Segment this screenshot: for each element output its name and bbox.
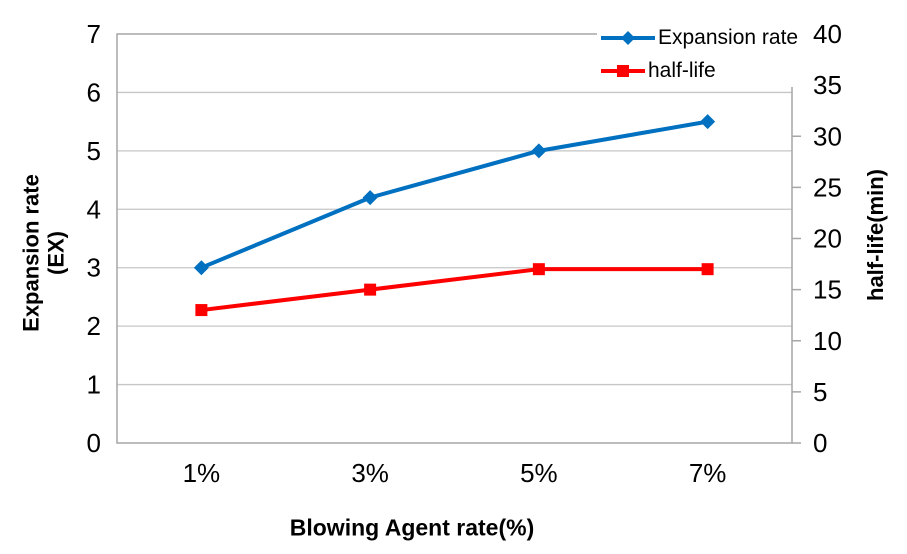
data-point-diamond	[700, 114, 716, 130]
left-axis-tick-label: 6	[87, 77, 101, 107]
right-axis-tick-label: 40	[813, 19, 842, 49]
legend-item-expansion-rate: Expansion rate	[601, 24, 798, 52]
right-axis-tick-label: 35	[813, 70, 842, 100]
left-axis-tick-label: 1	[87, 370, 101, 400]
data-point-diamond	[362, 190, 378, 206]
plot-border	[116, 33, 793, 444]
x-axis-tick-label: 1%	[183, 458, 221, 488]
legend-line-diamond-icon	[601, 31, 655, 45]
data-point-diamond	[531, 143, 547, 159]
right-axis-tick-label: 20	[813, 224, 842, 254]
data-point-square	[195, 304, 208, 317]
legend-label-expansion-rate: Expansion rate	[658, 26, 799, 49]
left-axis-tick-label: 5	[87, 136, 101, 166]
right-axis-tick-label: 5	[813, 377, 827, 407]
legend-line-square-icon	[601, 65, 645, 77]
series-line-expansion-rate	[200, 119, 708, 270]
legend-label-half-life: half-life	[648, 59, 716, 82]
right-axis-title: half-life(min)	[863, 169, 888, 301]
right-axis-tick-label: 25	[813, 172, 842, 202]
data-point-square	[701, 263, 714, 276]
data-point-diamond	[193, 260, 209, 276]
left-axis-tick-label: 2	[87, 311, 101, 341]
series-line-half-life	[201, 267, 708, 313]
right-axis-tick-label: 10	[813, 326, 842, 356]
left-axis-title-line1: Expansion rate	[18, 174, 44, 332]
left-axis-tick-label: 4	[87, 194, 101, 224]
right-axis-tick-label: 30	[813, 121, 842, 151]
left-axis-tick-label: 3	[87, 253, 101, 283]
x-axis-tick-label: 7%	[689, 458, 727, 488]
right-axis-tick-label: 15	[813, 275, 842, 305]
legend-item-half-life: half-life	[601, 57, 798, 85]
x-axis-tick-label: 5%	[520, 458, 558, 488]
left-axis-title-line2: (EX)	[44, 231, 69, 275]
left-axis-title: Expansion rate (EX)	[19, 174, 70, 332]
x-axis-tick-label: 3%	[351, 458, 389, 488]
data-point-square	[532, 263, 545, 276]
legend: Expansion rate half-life	[597, 22, 803, 87]
x-axis-title: Blowing Agent rate(%)	[289, 514, 535, 541]
right-axis-tick-label: 0	[813, 428, 827, 458]
left-axis-tick-label: 0	[87, 428, 101, 458]
left-axis-tick-label: 7	[87, 19, 101, 49]
data-point-square	[364, 283, 377, 296]
